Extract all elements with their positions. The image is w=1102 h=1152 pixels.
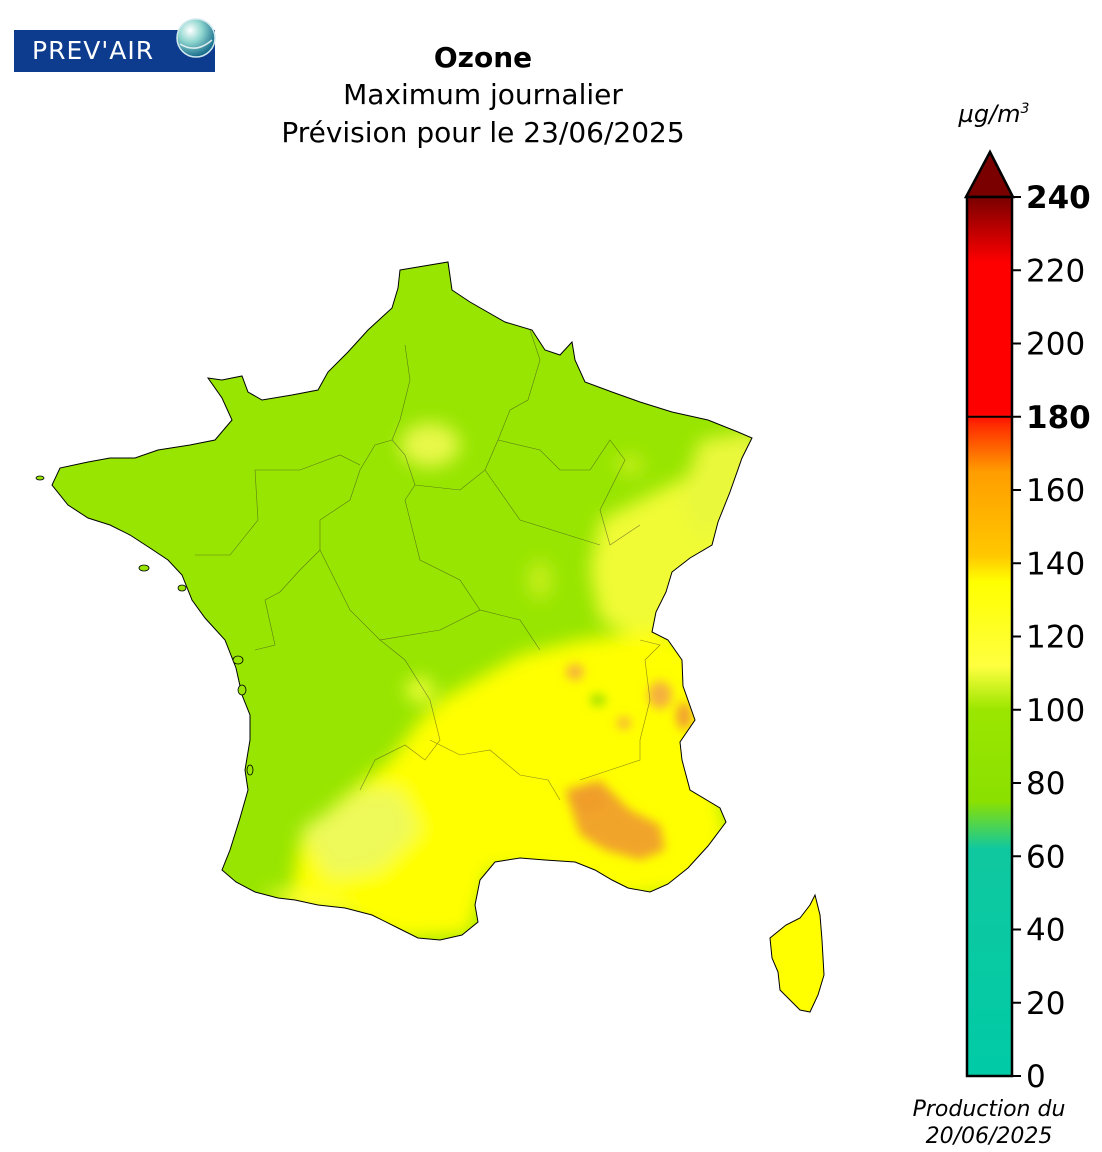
unit-exponent: 3 <box>1020 101 1030 117</box>
france-ozone-map <box>35 261 825 1013</box>
production-date: Production du 20/06/2025 <box>884 1096 1094 1150</box>
colorbar-tick-label: 160 <box>1026 473 1085 509</box>
colorbar-gradient <box>967 197 1012 1076</box>
atlantic-islands <box>35 475 254 776</box>
logo-text: PREV'AIR <box>32 36 155 65</box>
colorbar-tick-label: 220 <box>1026 253 1085 289</box>
globe-icon <box>176 18 216 58</box>
production-label: Production du <box>912 1097 1066 1122</box>
colorbar-tick-label: 100 <box>1026 693 1085 729</box>
colorbar-tick-label: 60 <box>1026 839 1065 875</box>
title-pollutant: Ozone <box>433 41 533 74</box>
colorbar-tick-label: 180 <box>1026 400 1091 436</box>
colorbar-tick-label: 140 <box>1026 546 1085 582</box>
colorbar-tick-label: 20 <box>1026 986 1065 1022</box>
colorbar-tick-label: 0 <box>1026 1059 1046 1095</box>
unit-prefix: µg/m <box>958 100 1021 128</box>
colorbar-tick-label: 40 <box>1026 913 1065 949</box>
colorbar-tick-label: 200 <box>1026 327 1085 363</box>
prevair-logo: PREV'AIR <box>14 14 216 72</box>
title-forecast-date: Prévision pour le 23/06/2025 <box>281 116 685 149</box>
colorbar-ticks: 0 20 40 60 80 100 120 140 160 180 200 220 240 <box>1012 180 1091 1095</box>
colorbar-tick-label: 120 <box>1026 620 1085 656</box>
colorbar-tick-label: 80 <box>1026 766 1065 802</box>
map-titles: Ozone Maximum journalier Prévision pour … <box>183 40 783 152</box>
production-date-value: 20/06/2025 <box>925 1124 1053 1149</box>
colorbar-tick-label: 240 <box>1026 180 1091 216</box>
region-borders <box>195 329 661 801</box>
colorbar-unit: µg/m3 <box>944 100 1044 128</box>
colorbar-extend-arrow <box>963 149 1016 199</box>
title-statistic: Maximum journalier <box>343 78 623 111</box>
